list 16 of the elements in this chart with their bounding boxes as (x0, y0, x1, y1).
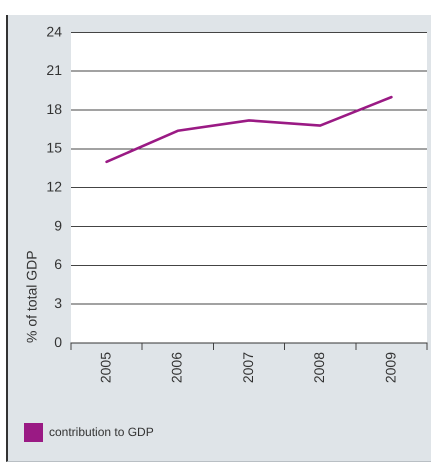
y-tick-label: 3 (54, 295, 62, 312)
x-tick-label: 2006 (168, 352, 185, 384)
y-tick-label: 6 (54, 256, 62, 272)
x-tick-label: 2009 (382, 352, 398, 384)
y-tick-label: 9 (54, 217, 62, 234)
x-tick-label: 2005 (97, 352, 114, 384)
legend-label: contribution to GDP (49, 424, 154, 439)
y-tick-label: 12 (46, 178, 62, 195)
x-tick-label: 2007 (240, 352, 256, 384)
x-tick-label: 2008 (311, 352, 328, 384)
y-tick-label: 24 (46, 23, 62, 40)
y-tick-label: 0 (54, 334, 62, 350)
y-axis-title: % of total GDP (23, 250, 40, 343)
y-tick-label: 18 (46, 100, 62, 117)
y-tick-label: 15 (46, 140, 62, 156)
y-tick-label: 21 (46, 62, 62, 78)
